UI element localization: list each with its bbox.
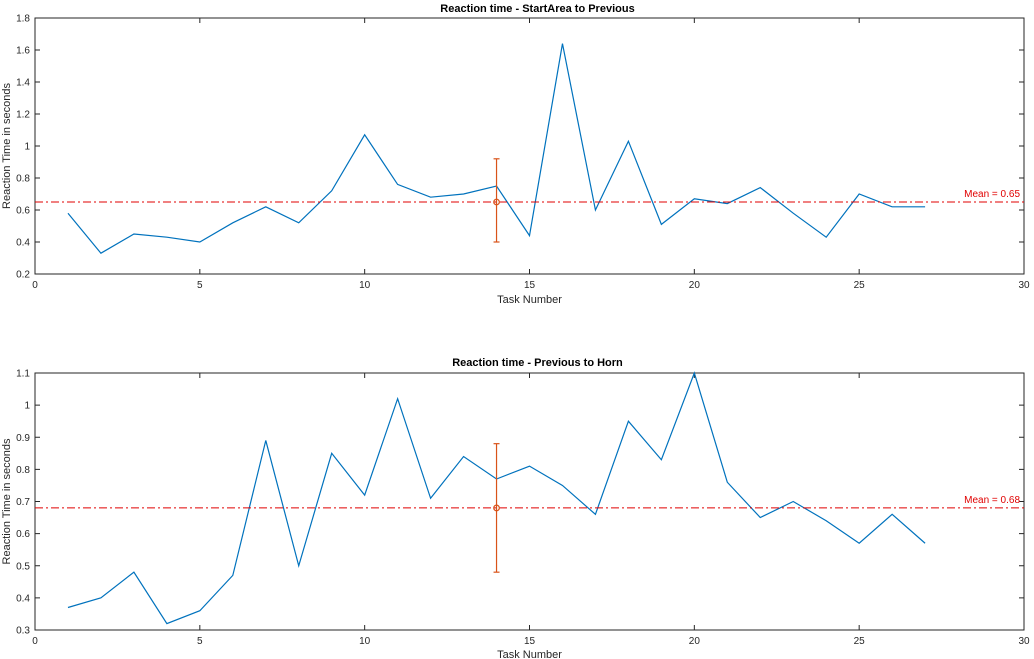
data-point	[231, 574, 234, 577]
y-tick-label: 1.8	[16, 14, 30, 25]
data-point	[330, 452, 333, 455]
mean-label: Mean = 0.65	[964, 189, 1020, 200]
y-tick-label: 1.1	[16, 369, 30, 380]
data-point	[561, 42, 564, 45]
y-axis-label: Reaction Time in seconds	[1, 83, 13, 209]
data-point	[429, 196, 432, 199]
data-point	[297, 221, 300, 224]
data-point	[330, 189, 333, 192]
data-point	[759, 516, 762, 519]
data-point	[396, 397, 399, 400]
data-point	[891, 513, 894, 516]
y-tick-label: 0.6	[16, 529, 30, 540]
chart-startarea-to-previous: 0 5 10 15 20 25 30 0.2 0.4 0.6 0.8 1 1.2 1.4 1.6 1.8 Rea…	[1, 3, 1030, 306]
y-tick-label: 1	[24, 401, 30, 412]
y-tick-label: 1.4	[16, 78, 30, 89]
x-tick-label: 5	[197, 280, 203, 291]
y-tick-label: 0.2	[16, 270, 30, 281]
x-tick-label: 0	[32, 636, 38, 647]
y-tick-label: 0.4	[16, 593, 30, 604]
data-point	[66, 212, 69, 215]
data-point	[660, 223, 663, 226]
y-tick-label: 0.3	[16, 626, 30, 637]
data-point	[792, 500, 795, 503]
y-tick-label: 1.6	[16, 46, 30, 57]
x-tick-label: 20	[689, 280, 701, 291]
x-tick-label: 10	[359, 636, 371, 647]
data-point	[924, 205, 927, 208]
data-point	[726, 481, 729, 484]
data-point	[858, 542, 861, 545]
data-point	[99, 252, 102, 255]
y-tick-label: 0.9	[16, 433, 30, 444]
y-tick-label: 0.5	[16, 561, 30, 572]
x-tick-label: 15	[524, 280, 536, 291]
y-tick-label: 1	[24, 142, 30, 153]
data-point	[627, 140, 630, 143]
data-point	[891, 205, 894, 208]
data-point	[264, 205, 267, 208]
errorbar-marker	[493, 504, 500, 512]
y-tick-label: 0.8	[16, 174, 30, 185]
data-point	[792, 212, 795, 215]
x-axis-label: Task Number	[497, 649, 562, 659]
data-point	[198, 609, 201, 612]
data-point	[759, 186, 762, 189]
chart-previous-to-horn: 0 5 10 15 20 25 30 0.3 0.4 0.5 0.6 0.7 0.8 0.9 1 1.1 Rea…	[1, 357, 1030, 659]
data-point	[231, 221, 234, 224]
data-point	[825, 236, 828, 239]
x-tick-label: 30	[1018, 636, 1030, 647]
data-point	[561, 484, 564, 487]
y-tick-label: 0.8	[16, 465, 30, 476]
axes-box	[34, 372, 1025, 631]
data-point	[429, 497, 432, 500]
x-tick-label: 25	[854, 280, 866, 291]
x-axis-label: Task Number	[497, 294, 562, 306]
data-point	[66, 606, 69, 609]
data-point	[363, 133, 366, 136]
data-point	[264, 439, 267, 442]
data-point	[528, 465, 531, 468]
data-point	[297, 564, 300, 567]
x-tick-label: 30	[1018, 280, 1030, 291]
data-point	[132, 571, 135, 574]
data-point	[99, 596, 102, 599]
data-point	[627, 420, 630, 423]
data-point	[660, 458, 663, 461]
y-axis-label: Reaction Time in seconds	[1, 438, 13, 564]
chart-title: Reaction time - StartArea to Previous	[440, 3, 634, 15]
data-point	[462, 193, 465, 196]
x-tick-label: 10	[359, 280, 371, 291]
data-point	[594, 513, 597, 516]
x-tick-label: 25	[854, 636, 866, 647]
chart-title: Reaction time - Previous to Horn	[452, 357, 623, 369]
x-tick-label: 0	[32, 280, 38, 291]
data-point	[825, 519, 828, 522]
data-point	[528, 234, 531, 237]
x-tick-label: 20	[689, 636, 701, 647]
data-point	[132, 233, 135, 236]
x-tick-label: 15	[524, 636, 536, 647]
data-point	[693, 197, 696, 200]
y-tick-label: 0.7	[16, 497, 30, 508]
data-point	[363, 494, 366, 497]
data-point	[726, 202, 729, 205]
y-tick-label: 1.2	[16, 110, 30, 121]
data-point	[396, 183, 399, 186]
data-point	[594, 209, 597, 212]
data-point	[693, 372, 696, 375]
errorbar-marker	[493, 198, 500, 206]
data-point	[165, 236, 168, 239]
data-point	[462, 455, 465, 458]
data-point	[858, 193, 861, 196]
mean-label: Mean = 0.68	[964, 495, 1020, 506]
data-point	[924, 542, 927, 545]
y-tick-label: 0.4	[16, 238, 30, 249]
data-point	[198, 241, 201, 244]
x-tick-label: 5	[197, 636, 203, 647]
data-point	[165, 622, 168, 625]
y-tick-label: 0.6	[16, 206, 30, 217]
